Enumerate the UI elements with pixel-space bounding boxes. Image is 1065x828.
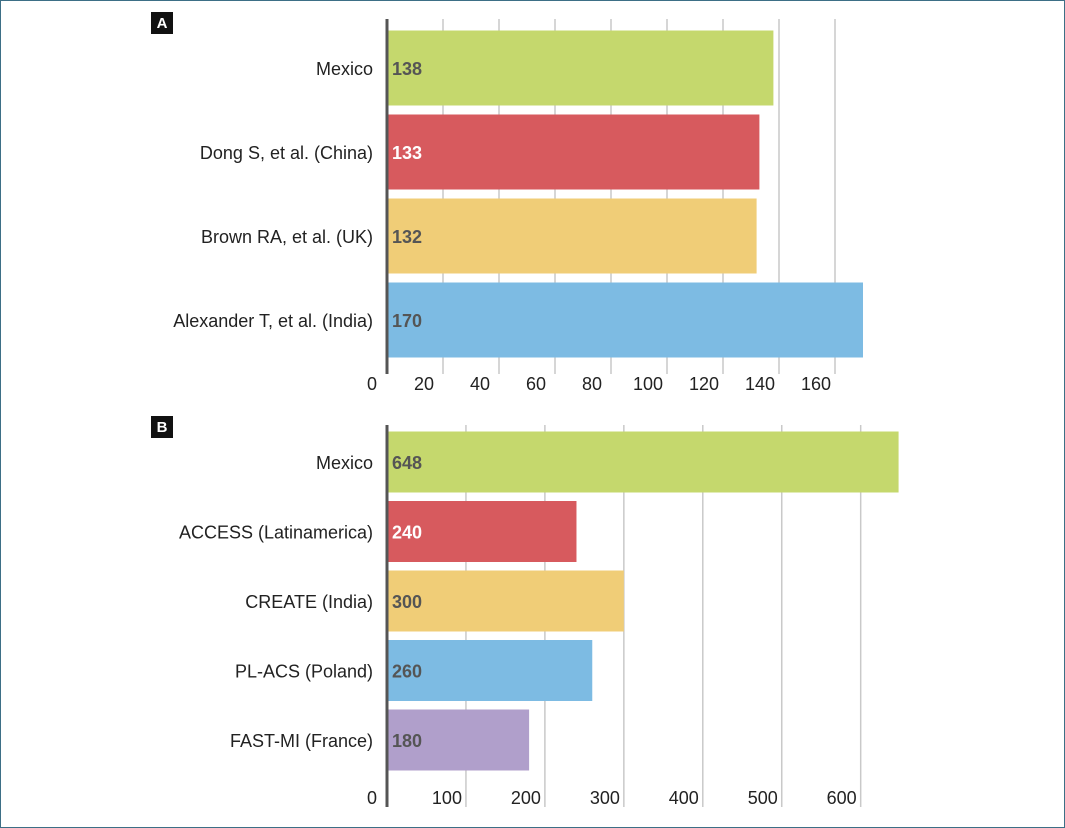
panel-a-category-label: Dong S, et al. (China) [200,143,373,163]
panel-b-tick-label: 400 [669,788,699,808]
panel-a-tick-label: 160 [801,374,831,394]
panel-b-tick-label: 500 [748,788,778,808]
panel-b-data-label: 300 [392,592,422,612]
panel-b-bar [387,431,899,493]
panel-b-data-label: 240 [392,523,422,543]
panel-b-data-label: 260 [392,662,422,682]
panel-b-bar [387,501,577,562]
panel-a-tick-label: 80 [582,374,602,394]
panel-a-data-label: 132 [392,227,422,247]
panel-a-tick-label: 140 [745,374,775,394]
panel-b-data-label: 180 [392,731,422,751]
panel-a-bar [387,198,757,274]
panel-a-tick-label: 100 [633,374,663,394]
panel-b-tick-label: 0 [367,788,377,808]
panel-b-category-label: ACCESS (Latinamerica) [179,523,373,543]
panel-a-tag: A [151,12,173,34]
panel-b-category-label: Mexico [316,453,373,473]
panel-a-tick-label: 0 [367,374,377,394]
panel-b-category-label: FAST-MI (France) [230,731,373,751]
panel-b-data-label: 648 [392,453,422,473]
panel-a-tick-label: 40 [470,374,490,394]
panel-b-tick-label: 100 [432,788,462,808]
panel-b-tick-label: 300 [590,788,620,808]
panel-a-bar [387,30,774,106]
panel-a-bar [387,282,863,358]
panel-a-bar [387,114,760,190]
panel-a-tick-label: 20 [414,374,434,394]
panel-a-data-label: 133 [392,143,422,163]
panel-a-data-label: 138 [392,59,422,79]
panel-b-category-label: PL-ACS (Poland) [235,662,373,682]
panel-b-tag: B [151,416,173,438]
panel-a-data-label: 170 [392,311,422,331]
panel-a-category-label: Mexico [316,59,373,79]
panel-a-category-label: Alexander T, et al. (India) [173,311,373,331]
panel-a-tick-label: 60 [526,374,546,394]
panel-b-bar [387,709,530,771]
panel-b-tick-label: 200 [511,788,541,808]
panel-b-bar [387,640,593,701]
panel-b-category-label: CREATE (India) [245,592,373,612]
panel-a-tick-label: 120 [689,374,719,394]
panel-b-bar [387,570,624,632]
panel-a-category-label: Brown RA, et al. (UK) [201,227,373,247]
panel-b-tick-label: 600 [827,788,857,808]
